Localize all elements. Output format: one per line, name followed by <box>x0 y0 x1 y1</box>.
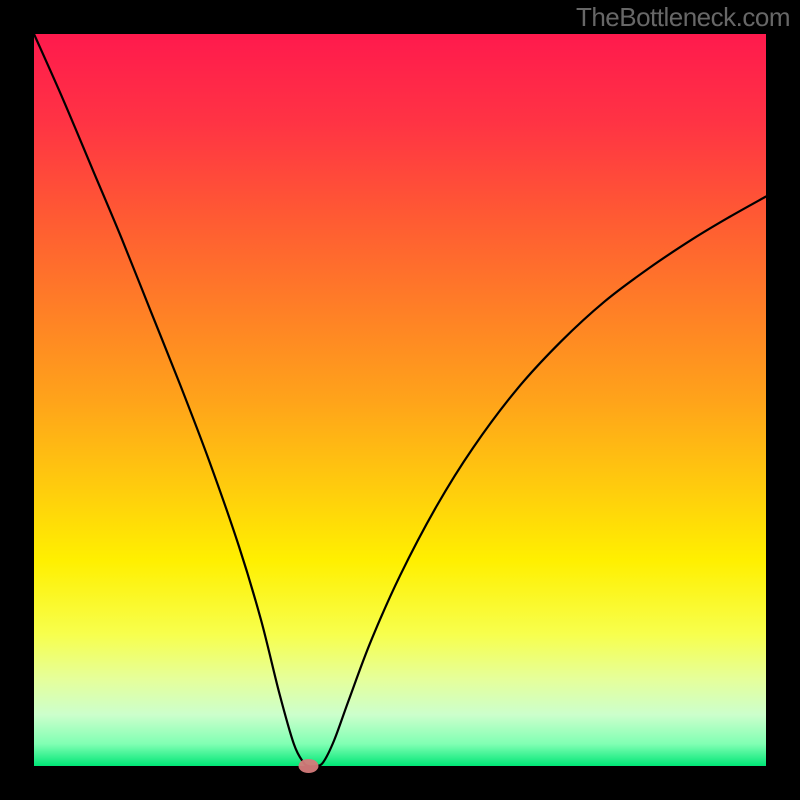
watermark-text: TheBottleneck.com <box>576 2 790 33</box>
bottleneck-chart <box>0 0 800 800</box>
chart-container: { "watermark": "TheBottleneck.com", "cha… <box>0 0 800 800</box>
minimum-marker <box>299 759 319 773</box>
plot-background <box>34 34 766 766</box>
